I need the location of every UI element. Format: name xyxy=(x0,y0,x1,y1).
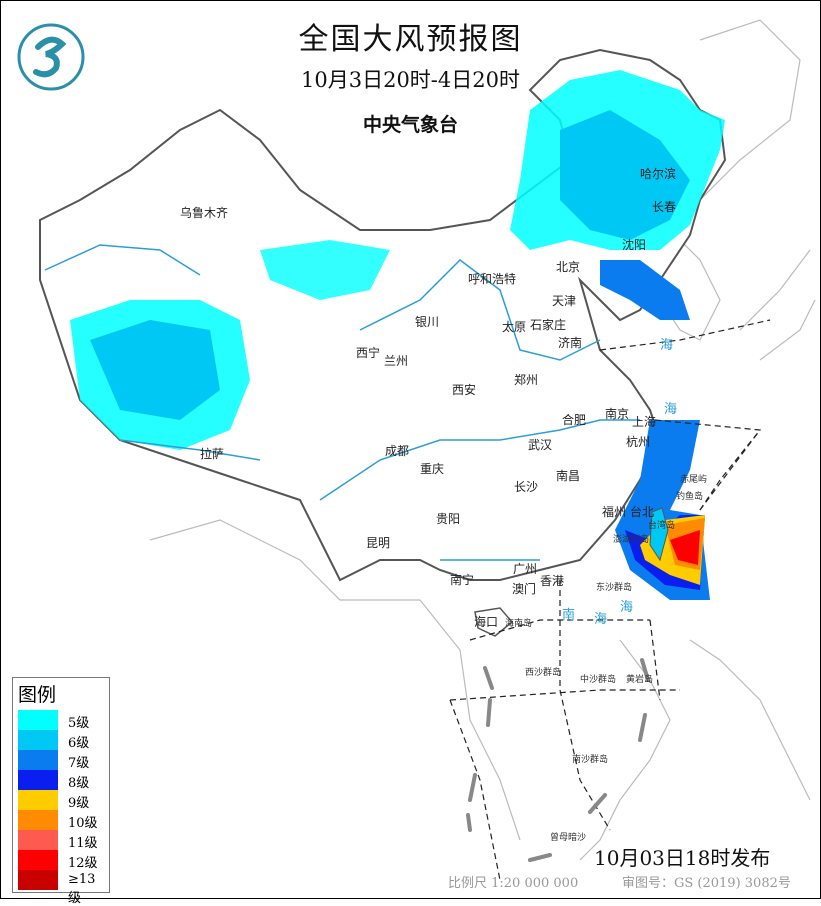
legend-label: 12级 xyxy=(68,856,98,871)
map-title: 全国大风预报图 xyxy=(298,22,523,57)
city-label: 贵阳 xyxy=(436,512,461,526)
legend-label: 10级 xyxy=(68,816,98,831)
city-label: 香港 xyxy=(540,574,565,588)
island-label: 南沙群岛 xyxy=(572,755,609,765)
wind-zone-6-north xyxy=(560,110,690,240)
city-label: 成都 xyxy=(385,444,410,458)
issuing-agency: 中央气象台 xyxy=(362,114,458,136)
taiwan-island xyxy=(649,507,669,562)
legend-label: 8级 xyxy=(68,776,90,791)
legend-item: 6级 xyxy=(18,730,108,751)
legend-swatch xyxy=(18,770,58,790)
island-label: 西沙群岛 xyxy=(525,668,562,678)
city-label: 兰州 xyxy=(384,354,409,368)
city-label: 昆明 xyxy=(366,536,391,550)
city-label: 太原 xyxy=(502,320,527,334)
city-label: 南京 xyxy=(605,407,630,421)
city-label: 西宁 xyxy=(356,346,381,360)
legend-item: ≥13级 xyxy=(18,870,108,906)
legend-swatch xyxy=(18,850,58,870)
island-label: 台湾岛 xyxy=(648,521,676,531)
island-label: 澎湖列岛 xyxy=(613,535,650,545)
hainan-island xyxy=(474,607,514,637)
city-label: 郑州 xyxy=(514,373,539,387)
city-label: 广州 xyxy=(513,562,538,576)
nine-dash-line xyxy=(466,658,650,862)
city-label: 乌鲁木齐 xyxy=(180,206,229,220)
legend-label: 9级 xyxy=(68,796,90,811)
city-label: 沈阳 xyxy=(622,238,647,252)
city-label: 济南 xyxy=(558,336,583,350)
city-label: 南宁 xyxy=(450,573,475,587)
legend-label: 7级 xyxy=(68,756,90,771)
island-label: 曾母暗沙 xyxy=(550,833,587,843)
legend-item: 8级 xyxy=(18,770,108,791)
legend-label: 5级 xyxy=(68,716,90,731)
map-scale: 比例尺 1:20 000 000 xyxy=(448,876,579,891)
island-label: 钓鱼岛 xyxy=(676,492,704,502)
city-label: 武汉 xyxy=(528,438,553,452)
island-label: 海南岛 xyxy=(505,619,533,629)
legend: 图例 5级 6级 7级 8级 9级 10级 11级 12级 ≥13级 xyxy=(12,677,110,906)
legend-swatch xyxy=(18,810,58,830)
city-label: 南昌 xyxy=(556,469,581,483)
city-label: 海口 xyxy=(474,615,499,629)
city-label: 台北 xyxy=(630,505,655,519)
legend-label: 6级 xyxy=(68,736,90,751)
wind-zone-12 xyxy=(670,530,700,565)
legend-title: 图例 xyxy=(18,684,57,706)
city-label: 石家庄 xyxy=(530,318,567,332)
legend-item: 12级 xyxy=(18,850,108,871)
city-label: 北京 xyxy=(556,260,581,274)
sea-label: 海 xyxy=(664,402,678,417)
cma-logo xyxy=(17,23,85,91)
island-label: 中沙群岛 xyxy=(580,675,617,685)
legend-item: 10级 xyxy=(18,810,108,831)
legend-label: ≥13级 xyxy=(68,872,96,906)
city-label: 银川 xyxy=(415,315,440,329)
city-label: 上海 xyxy=(632,415,657,429)
legend-label: 11级 xyxy=(68,836,98,851)
city-label: 哈尔滨 xyxy=(640,167,677,181)
wind-zone-6-west xyxy=(90,320,220,420)
forecast-period: 10月3日20时-4日20时 xyxy=(301,68,520,92)
city-label: 长沙 xyxy=(514,480,539,494)
city-label: 杭州 xyxy=(626,435,651,449)
island-label: 东沙群岛 xyxy=(596,583,633,593)
island-label: 黄岩岛 xyxy=(626,675,654,685)
legend-item: 9级 xyxy=(18,790,108,811)
wind-zone-5-central xyxy=(260,240,390,300)
legend-swatch xyxy=(18,750,58,770)
city-label: 福州 xyxy=(602,505,627,519)
legend-item: 7级 xyxy=(18,750,108,771)
wind-areas xyxy=(70,70,725,600)
legend-swatch xyxy=(18,830,58,850)
island-label: 赤尾屿 xyxy=(680,475,708,485)
legend-swatch xyxy=(18,730,58,750)
legend-item: 11级 xyxy=(18,830,108,851)
sea-label: 南 xyxy=(562,608,576,623)
city-label: 澳门 xyxy=(512,582,537,596)
city-label: 呼和浩特 xyxy=(468,272,517,286)
legend-swatch xyxy=(18,710,58,730)
city-label: 合肥 xyxy=(562,413,587,427)
rivers xyxy=(44,244,640,561)
city-label: 天津 xyxy=(552,294,577,308)
issue-time: 10月03日18时发布 xyxy=(594,846,771,870)
wind-zone-7-bohai xyxy=(600,260,690,320)
legend-swatch xyxy=(18,870,58,890)
city-label: 西安 xyxy=(452,383,477,397)
city-label: 拉萨 xyxy=(200,447,225,461)
city-label: 长春 xyxy=(652,200,677,214)
sea-label: 海 xyxy=(594,612,608,627)
city-label: 重庆 xyxy=(420,462,445,476)
map-review-number: 审图号：GS (2019) 3082号 xyxy=(622,876,791,891)
legend-swatch xyxy=(18,790,58,810)
legend-item: 5级 xyxy=(18,710,108,731)
sea-label: 海 xyxy=(660,338,674,353)
sea-label: 海 xyxy=(620,600,634,615)
